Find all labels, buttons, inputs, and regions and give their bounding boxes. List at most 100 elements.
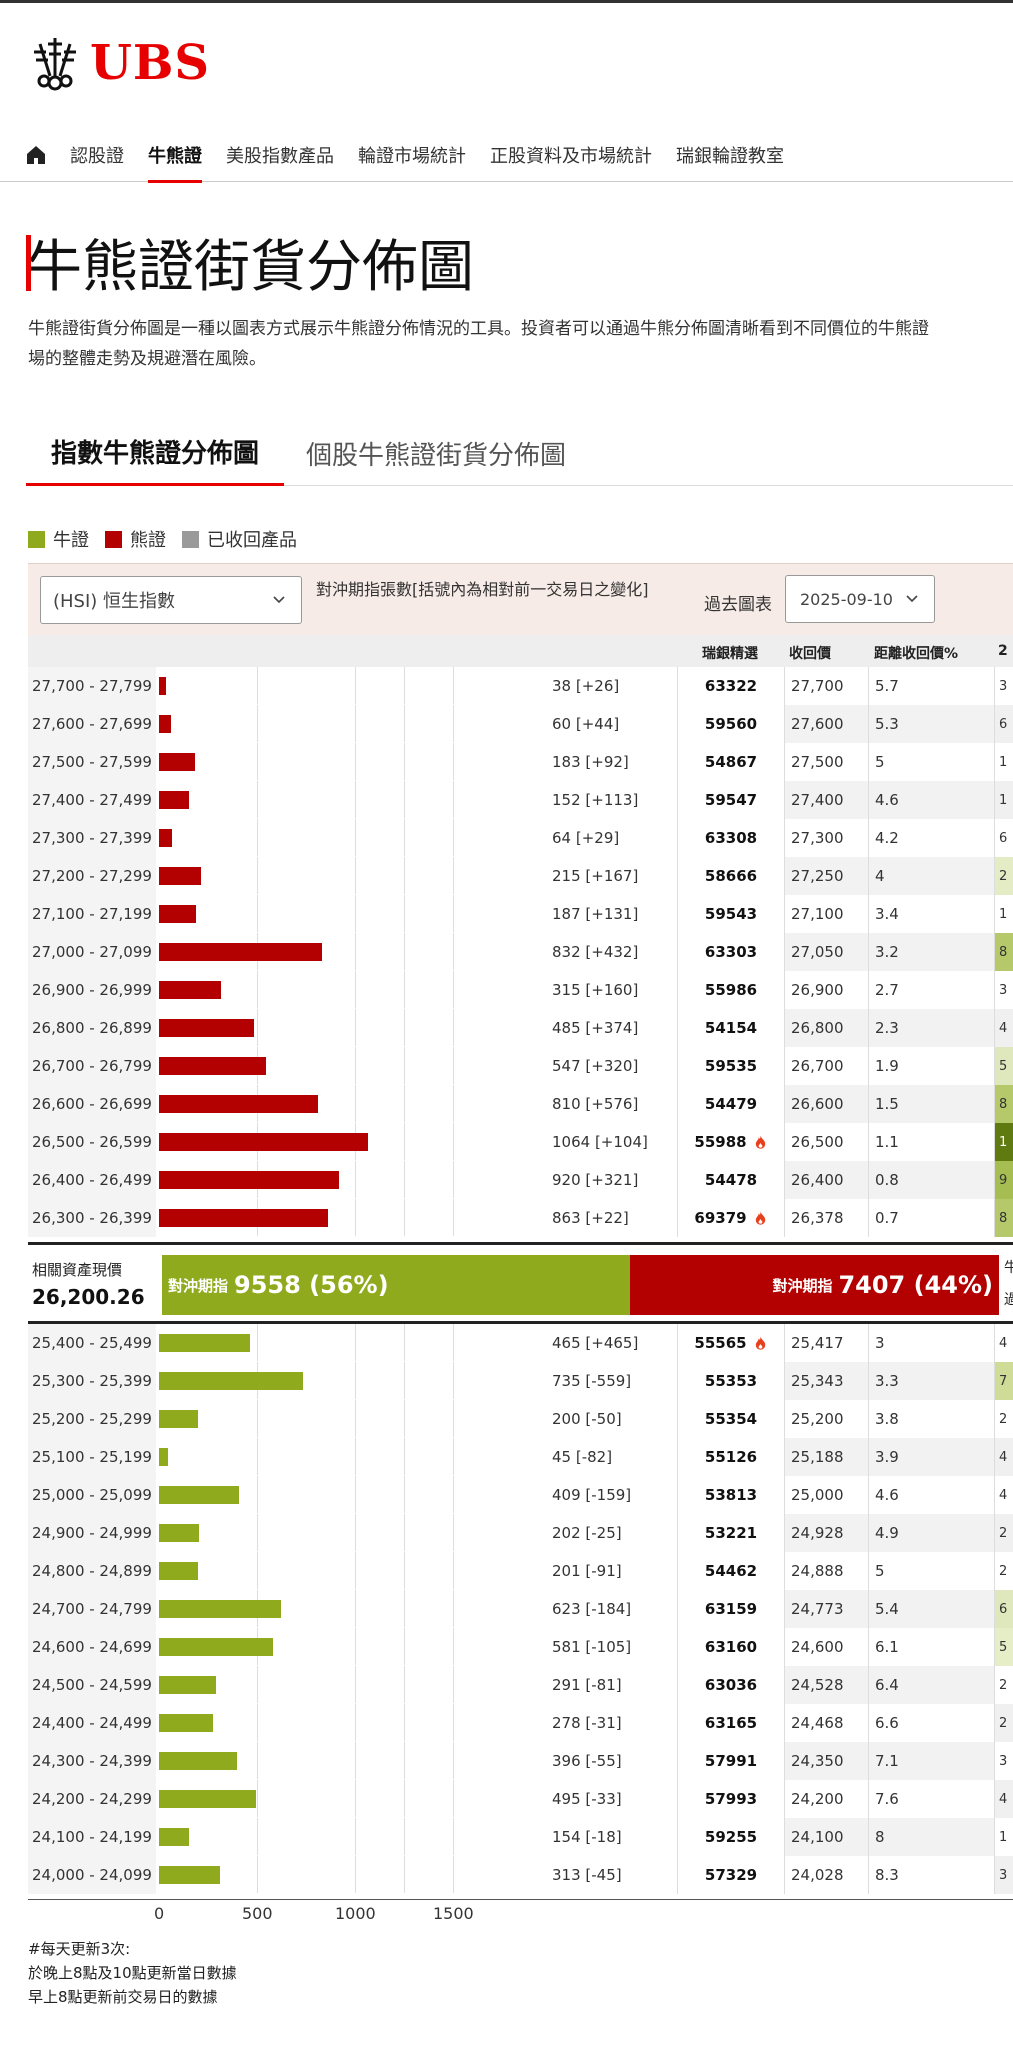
bull-row[interactable]: 24,400 - 24,499 278 [-31] 63165 24,468 6.6 2 bbox=[28, 1704, 1013, 1742]
bull-row[interactable]: 24,200 - 24,299 495 [-33] 57993 24,200 7.6 4 bbox=[28, 1780, 1013, 1818]
bear-bar[interactable] bbox=[159, 715, 171, 733]
product-code[interactable]: 63165 bbox=[677, 1704, 785, 1742]
bull-row[interactable]: 25,100 - 25,199 45 [-82] 55126 25,188 3.9 4 bbox=[28, 1438, 1013, 1476]
nav-item-warrants[interactable]: 認股證 bbox=[70, 145, 124, 167]
bull-row[interactable]: 24,700 - 24,799 623 [-184] 63159 24,773 5.4 6 bbox=[28, 1590, 1013, 1628]
product-code[interactable]: 63322 bbox=[677, 667, 785, 705]
bear-bar[interactable] bbox=[159, 867, 202, 885]
bull-bar[interactable] bbox=[159, 1486, 240, 1504]
product-code[interactable]: 63036 bbox=[677, 1666, 785, 1704]
bear-row[interactable]: 26,500 - 26,599 1064 [+104] 55988 26,500 1.1… bbox=[28, 1123, 1013, 1161]
product-code[interactable]: 54479 bbox=[677, 1085, 785, 1123]
bear-bar[interactable] bbox=[159, 1019, 255, 1037]
bull-row[interactable]: 24,000 - 24,099 313 [-45] 57329 24,028 8.3 3 bbox=[28, 1856, 1013, 1894]
bull-row[interactable]: 25,200 - 25,299 200 [-50] 55354 25,200 3.8 2 bbox=[28, 1400, 1013, 1438]
bull-bar[interactable] bbox=[159, 1372, 304, 1390]
product-code[interactable]: 69379 bbox=[677, 1199, 785, 1237]
bull-row[interactable]: 24,100 - 24,199 154 [-18] 59255 24,100 8 1 bbox=[28, 1818, 1013, 1856]
bear-row[interactable]: 26,300 - 26,399 863 [+22] 69379 26,378 0.7 8 bbox=[28, 1199, 1013, 1237]
product-code[interactable]: 58666 bbox=[677, 857, 785, 895]
bear-row[interactable]: 27,700 - 27,799 38 [+26] 63322 27,700 5.7 3 bbox=[28, 667, 1013, 705]
product-code[interactable]: 57329 bbox=[677, 1856, 785, 1894]
product-code[interactable]: 54462 bbox=[677, 1552, 785, 1590]
bear-row[interactable]: 27,600 - 27,699 60 [+44] 59560 27,600 5.3 6 bbox=[28, 705, 1013, 743]
bull-bar[interactable] bbox=[159, 1524, 199, 1542]
index-select[interactable]: (HSI) 恒生指數 bbox=[40, 576, 302, 624]
product-code[interactable]: 59560 bbox=[677, 705, 785, 743]
product-code[interactable]: 57993 bbox=[677, 1780, 785, 1818]
bear-bar[interactable] bbox=[159, 791, 189, 809]
bull-row[interactable]: 24,300 - 24,399 396 [-55] 57991 24,350 7.1 3 bbox=[28, 1742, 1013, 1780]
product-code[interactable]: 63308 bbox=[677, 819, 785, 857]
product-code[interactable]: 53813 bbox=[677, 1476, 785, 1514]
bear-bar[interactable] bbox=[159, 905, 196, 923]
date-select[interactable]: 2025-09-10 bbox=[785, 575, 935, 623]
bull-row[interactable]: 25,300 - 25,399 735 [-559] 55353 25,343 3.3 7 bbox=[28, 1362, 1013, 1400]
product-code[interactable]: 54478 bbox=[677, 1161, 785, 1199]
nav-item-market-stats[interactable]: 輪證市場統計 bbox=[358, 145, 466, 167]
bear-row[interactable]: 27,100 - 27,199 187 [+131] 59543 27,100 3.4 1 bbox=[28, 895, 1013, 933]
bull-bar[interactable] bbox=[159, 1562, 199, 1580]
bear-bar[interactable] bbox=[159, 677, 167, 695]
nav-item-underlying-data[interactable]: 正股資料及市場統計 bbox=[490, 145, 652, 167]
bull-bar[interactable] bbox=[159, 1676, 217, 1694]
bear-row[interactable]: 27,400 - 27,499 152 [+113] 59547 27,400 4.6 1 bbox=[28, 781, 1013, 819]
product-code[interactable]: 63159 bbox=[677, 1590, 785, 1628]
bear-row[interactable]: 26,900 - 26,999 315 [+160] 55986 26,900 2.7 3 bbox=[28, 971, 1013, 1009]
bull-bar[interactable] bbox=[159, 1790, 257, 1808]
product-code[interactable]: 59255 bbox=[677, 1818, 785, 1856]
product-code[interactable]: 59535 bbox=[677, 1047, 785, 1085]
product-code[interactable]: 57991 bbox=[677, 1742, 785, 1780]
nav-item-education[interactable]: 瑞銀輪證教室 bbox=[676, 145, 784, 167]
bull-row[interactable]: 25,400 - 25,499 465 [+465] 55565 25,417 3 4 bbox=[28, 1324, 1013, 1362]
bear-bar[interactable] bbox=[159, 1133, 368, 1151]
product-code[interactable]: 55986 bbox=[677, 971, 785, 1009]
bear-row[interactable]: 27,000 - 27,099 832 [+432] 63303 27,050 3.2 8 bbox=[28, 933, 1013, 971]
bear-row[interactable]: 26,800 - 26,899 485 [+374] 54154 26,800 2.3 4 bbox=[28, 1009, 1013, 1047]
tab-index-cbbc[interactable]: 指數牛熊證分佈圖 bbox=[26, 420, 284, 486]
bull-row[interactable]: 25,000 - 25,099 409 [-159] 53813 25,000 4.6 4 bbox=[28, 1476, 1013, 1514]
product-code[interactable]: 55126 bbox=[677, 1438, 785, 1476]
product-code[interactable]: 55565 bbox=[677, 1324, 785, 1362]
bear-bar[interactable] bbox=[159, 1171, 340, 1189]
bear-row[interactable]: 26,700 - 26,799 547 [+320] 59535 26,700 1.9 5 bbox=[28, 1047, 1013, 1085]
product-code[interactable]: 53221 bbox=[677, 1514, 785, 1552]
bull-bar[interactable] bbox=[159, 1714, 214, 1732]
bull-bar[interactable] bbox=[159, 1638, 273, 1656]
bull-row[interactable]: 24,500 - 24,599 291 [-81] 63036 24,528 6.4 2 bbox=[28, 1666, 1013, 1704]
bear-row[interactable]: 27,300 - 27,399 64 [+29] 63308 27,300 4.2 6 bbox=[28, 819, 1013, 857]
product-code[interactable]: 63303 bbox=[677, 933, 785, 971]
bull-bar[interactable] bbox=[159, 1752, 237, 1770]
bear-bar[interactable] bbox=[159, 1057, 267, 1075]
product-code[interactable]: 55353 bbox=[677, 1362, 785, 1400]
product-code[interactable]: 59543 bbox=[677, 895, 785, 933]
bull-bar[interactable] bbox=[159, 1828, 190, 1846]
bull-row[interactable]: 24,900 - 24,999 202 [-25] 53221 24,928 4.9 2 bbox=[28, 1514, 1013, 1552]
product-code[interactable]: 55988 bbox=[677, 1123, 785, 1161]
bear-bar[interactable] bbox=[159, 829, 172, 847]
bear-bar[interactable] bbox=[159, 981, 221, 999]
bear-row[interactable]: 26,600 - 26,699 810 [+576] 54479 26,600 1.5 8 bbox=[28, 1085, 1013, 1123]
product-code[interactable]: 54867 bbox=[677, 743, 785, 781]
bear-bar[interactable] bbox=[159, 943, 323, 961]
bull-bar[interactable] bbox=[159, 1334, 251, 1352]
product-code[interactable]: 59547 bbox=[677, 781, 785, 819]
product-code[interactable]: 63160 bbox=[677, 1628, 785, 1666]
bull-bar[interactable] bbox=[159, 1448, 168, 1466]
bear-bar[interactable] bbox=[159, 1095, 318, 1113]
nav-item-us-index-products[interactable]: 美股指數產品 bbox=[226, 145, 334, 167]
bear-row[interactable]: 27,200 - 27,299 215 [+167] 58666 27,250 4 2 bbox=[28, 857, 1013, 895]
tab-stock-cbbc[interactable]: 個股牛熊證街貨分佈圖 bbox=[306, 440, 567, 471]
ubs-logo[interactable]: UBS bbox=[26, 34, 210, 92]
nav-item-cbbc[interactable]: 牛熊證 bbox=[148, 128, 202, 183]
bull-bar[interactable] bbox=[159, 1866, 221, 1884]
bear-bar[interactable] bbox=[159, 1209, 329, 1227]
product-code[interactable]: 54154 bbox=[677, 1009, 785, 1047]
home-icon[interactable] bbox=[24, 143, 48, 167]
product-code[interactable]: 55354 bbox=[677, 1400, 785, 1438]
bear-row[interactable]: 26,400 - 26,499 920 [+321] 54478 26,400 0.8 9 bbox=[28, 1161, 1013, 1199]
bull-bar[interactable] bbox=[159, 1600, 282, 1618]
bear-row[interactable]: 27,500 - 27,599 183 [+92] 54867 27,500 5 1 bbox=[28, 743, 1013, 781]
bull-bar[interactable] bbox=[159, 1410, 199, 1428]
bull-row[interactable]: 24,600 - 24,699 581 [-105] 63160 24,600 6.1 5 bbox=[28, 1628, 1013, 1666]
